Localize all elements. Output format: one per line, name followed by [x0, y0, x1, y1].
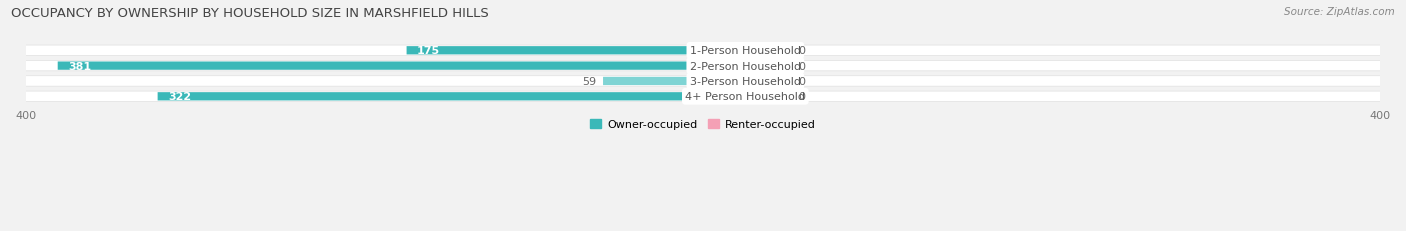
Text: 0: 0	[797, 61, 804, 71]
Text: 3-Person Household: 3-Person Household	[690, 77, 801, 87]
Text: 0: 0	[797, 77, 804, 87]
Text: OCCUPANCY BY OWNERSHIP BY HOUSEHOLD SIZE IN MARSHFIELD HILLS: OCCUPANCY BY OWNERSHIP BY HOUSEHOLD SIZE…	[11, 7, 489, 20]
Text: 4+ Person Household: 4+ Person Household	[685, 92, 806, 102]
FancyBboxPatch shape	[157, 93, 703, 101]
FancyBboxPatch shape	[25, 61, 1381, 72]
Text: 175: 175	[416, 46, 440, 56]
Text: 381: 381	[67, 61, 91, 71]
FancyBboxPatch shape	[703, 47, 787, 55]
Text: 2-Person Household: 2-Person Household	[690, 61, 801, 71]
Text: 0: 0	[797, 46, 804, 56]
FancyBboxPatch shape	[703, 77, 787, 86]
FancyBboxPatch shape	[25, 46, 1381, 56]
FancyBboxPatch shape	[703, 93, 787, 101]
Text: Source: ZipAtlas.com: Source: ZipAtlas.com	[1284, 7, 1395, 17]
Text: 0: 0	[797, 92, 804, 102]
FancyBboxPatch shape	[406, 47, 703, 55]
FancyBboxPatch shape	[703, 62, 787, 70]
Text: 1-Person Household: 1-Person Household	[690, 46, 801, 56]
FancyBboxPatch shape	[58, 62, 703, 70]
Text: 59: 59	[582, 77, 596, 87]
FancyBboxPatch shape	[25, 76, 1381, 87]
Legend: Owner-occupied, Renter-occupied: Owner-occupied, Renter-occupied	[586, 115, 820, 134]
FancyBboxPatch shape	[25, 92, 1381, 102]
Text: 322: 322	[167, 92, 191, 102]
FancyBboxPatch shape	[603, 77, 703, 86]
